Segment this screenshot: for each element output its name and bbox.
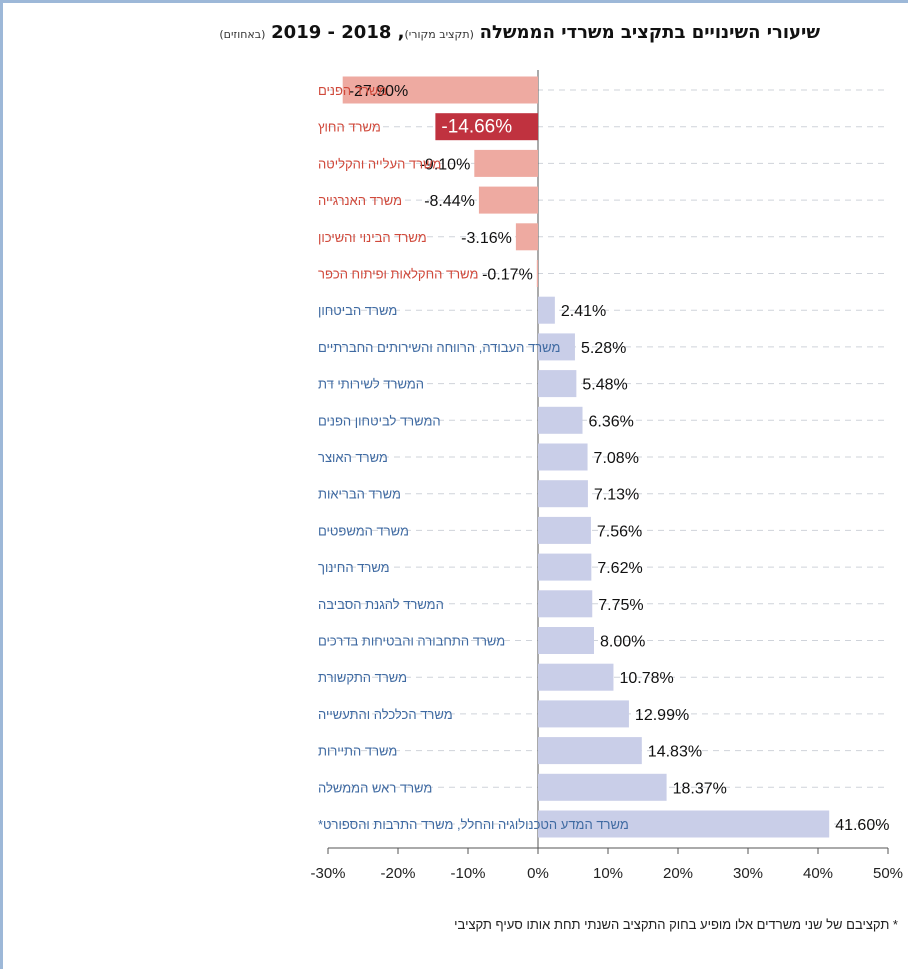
category-label: המשרד לביטחון הפנים [318, 413, 441, 428]
category-label: משרד החקלאות ופיתוח הכפר [318, 267, 478, 282]
value-label: 7.08% [594, 450, 639, 467]
title-sub-percent: (באחוזים) [219, 28, 266, 41]
category-label: משרד החינוך [318, 560, 390, 575]
bar [538, 590, 593, 618]
value-label: 6.36% [589, 413, 634, 430]
chart-title: שיעורי השינויים בתקציב משרדי הממשלה (תקצ… [20, 22, 820, 43]
bar [538, 333, 575, 361]
bar [478, 186, 538, 214]
title-main: שיעורי השינויים בתקציב משרדי הממשלה [479, 22, 820, 43]
bar [342, 76, 538, 104]
value-label: 7.13% [594, 487, 639, 504]
value-label: 5.28% [581, 340, 626, 357]
category-label: משרד התחבורה והבטיחות בדרכים [318, 634, 505, 649]
category-label: המשרד להגנת הסביבה [318, 597, 444, 612]
value-label: -27.90% [349, 83, 409, 100]
bar [538, 627, 594, 654]
title-sub-original-budget: (תקציב מקורי) [404, 28, 474, 41]
value-label: 41.60% [835, 817, 889, 834]
x-tick-label: 10% [593, 865, 623, 882]
category-label: המשרד לשירותי דת [318, 377, 424, 392]
category-label: משרד המדע הטכנולוגיה והחלל, משרד התרבות … [318, 817, 629, 832]
category-label: משרד העבודה, הרווחה והשירותים החברתיים [318, 340, 560, 355]
bar [538, 406, 583, 434]
x-tick-label: -20% [380, 865, 415, 882]
bar [538, 443, 588, 471]
value-label: 2.41% [561, 303, 606, 320]
category-label: משרד העלייה והקליטה [318, 156, 441, 171]
value-label: 10.78% [619, 670, 673, 687]
bar [538, 480, 588, 508]
value-label: -3.16% [461, 230, 512, 247]
x-tick-label: 20% [663, 865, 693, 882]
category-label: משרד התיירות [318, 744, 397, 759]
x-tick-label: -30% [310, 865, 345, 882]
category-label: משרד התקשורת [318, 670, 407, 685]
value-label: 12.99% [635, 707, 689, 724]
bar [538, 553, 592, 581]
category-label: משרד הבינוי והשיכון [318, 230, 427, 245]
bar [538, 773, 667, 801]
value-label: -14.66% [441, 117, 512, 138]
value-label: 7.56% [597, 523, 642, 540]
category-label: משרד הכלכלה והתעשייה [318, 707, 453, 722]
bar [435, 113, 538, 141]
category-label: משרד ראש הממשלה [318, 780, 432, 795]
x-tick-label: 30% [733, 865, 763, 882]
bar [538, 516, 591, 544]
bar [538, 700, 629, 728]
x-tick-label: 50% [873, 865, 903, 882]
category-label: משרד האנרגייה [318, 193, 402, 208]
category-label: משרד המשפטים [318, 523, 409, 538]
value-label: -8.44% [424, 193, 475, 210]
bar-chart: -30% -20% -10% 0% 10% 20% 30% 40% 50%-27.90%משרד… [310, 70, 903, 882]
bar [538, 810, 830, 838]
x-tick-label: 0% [527, 865, 549, 882]
category-label: משרד הביטחון [318, 303, 397, 318]
bar [538, 663, 614, 691]
value-label: 14.83% [648, 744, 702, 761]
value-label: 7.75% [598, 597, 643, 614]
bar [536, 260, 538, 287]
category-label: משרד הפנים [318, 83, 387, 98]
bar [474, 149, 538, 177]
x-tick-label: -10% [450, 865, 485, 882]
category-label: משרד הבריאות [318, 487, 401, 502]
value-label: -9.10% [420, 156, 471, 173]
bar [538, 296, 555, 324]
bar [538, 737, 642, 765]
value-label: 7.62% [597, 560, 642, 577]
bar [515, 223, 538, 251]
footnote: * תקציבם של שני משרדים אלו מופיע בחוק הת… [454, 917, 898, 932]
bar [538, 370, 577, 398]
category-label: משרד האוצר [318, 450, 388, 465]
value-label: -0.17% [482, 267, 533, 284]
value-label: 5.48% [582, 377, 627, 394]
value-label: 8.00% [600, 634, 645, 651]
x-tick-label: 40% [803, 865, 833, 882]
title-years: , 2018 - 2019 [271, 22, 405, 43]
category-label: משרד החוץ [318, 120, 381, 135]
value-label: 18.37% [673, 780, 727, 797]
